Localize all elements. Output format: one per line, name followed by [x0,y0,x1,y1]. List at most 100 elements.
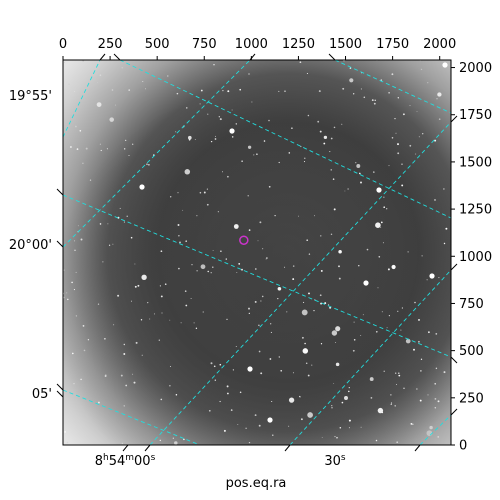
star [126,215,128,217]
star [76,148,79,150]
star [254,300,257,303]
star [68,83,70,86]
star [333,383,335,385]
star [227,175,229,178]
star [123,405,125,407]
world-tick-mark [56,390,64,398]
star [175,131,177,133]
star [329,151,331,153]
star [184,290,187,292]
star [394,117,396,120]
star [235,345,237,348]
star [307,412,313,418]
star [332,178,335,180]
star [140,319,143,321]
star [307,374,310,377]
star [169,319,171,321]
star [416,111,418,112]
star [254,268,257,270]
star [260,372,263,375]
star [299,396,301,398]
bright-star [442,62,448,68]
star [308,253,311,255]
star [256,153,258,156]
star [257,240,259,242]
star [324,302,327,305]
star [226,318,228,321]
star [435,367,438,370]
star [222,89,224,92]
star [396,441,399,444]
y-tick-label: 1000 [459,250,492,265]
star [313,309,315,312]
y-tick-label: 1250 [459,203,492,218]
star [355,162,357,164]
star [304,157,306,159]
star [145,88,146,90]
star [219,400,221,403]
star [409,105,411,106]
star [335,326,341,332]
star [306,72,308,75]
star [178,235,180,237]
star [434,199,436,201]
star [288,397,295,403]
star [330,169,332,171]
grid-line [334,60,451,114]
star [135,341,138,344]
star [177,192,179,194]
star [212,266,214,268]
star [305,362,308,365]
star [338,250,342,254]
x-tick-label: 1750 [376,37,409,52]
star [75,125,77,128]
star [443,188,445,190]
star [348,419,351,422]
star [418,318,420,321]
star [380,221,383,224]
star [370,397,373,399]
plot-frame [62,59,452,446]
star [248,229,251,231]
world-tick-mark [284,444,291,452]
star [381,311,383,313]
star [307,114,310,117]
star [133,381,136,384]
star [220,250,222,253]
star [426,279,428,281]
star [270,331,272,333]
star [158,339,160,341]
star [352,349,355,352]
star [64,431,66,433]
star [185,240,187,242]
star [128,155,130,156]
star [438,118,441,120]
star [274,214,276,217]
world-tick-mark [99,53,106,61]
star [358,265,360,267]
world-tick-mark [414,444,421,452]
y-tick-label: 500 [459,344,484,359]
y-tick-label: 1500 [459,155,492,170]
star [421,132,424,135]
star [438,277,440,279]
star [277,287,282,291]
star [371,99,374,101]
star [236,271,238,273]
star [194,138,196,140]
star [73,289,75,291]
star [233,224,239,229]
star [121,67,123,69]
star [247,145,252,149]
star [231,109,233,111]
star [402,113,405,116]
star [300,146,302,148]
star [261,295,264,298]
star [360,181,362,184]
star [288,425,290,427]
ra-tick-labels: 8h54m00s 30s [95,453,346,469]
star [421,255,423,257]
star [66,292,68,294]
star [219,118,222,121]
star [437,400,440,403]
